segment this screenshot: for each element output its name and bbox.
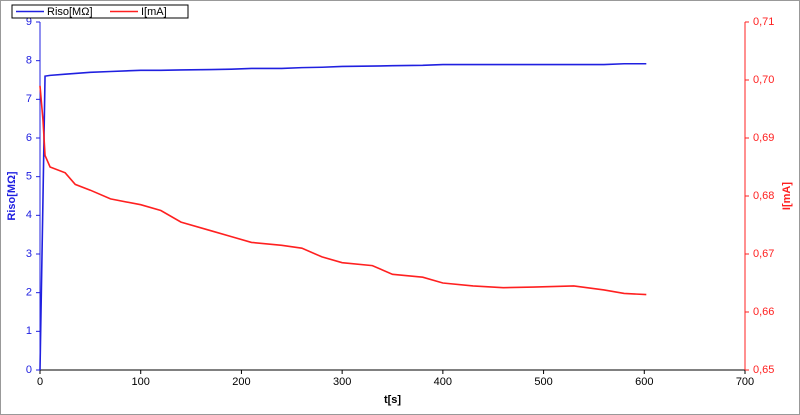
y2-tick-label: 0,71 xyxy=(753,16,774,28)
x-axis-label: t[s] xyxy=(384,394,401,406)
y2-tick-label: 0,70 xyxy=(753,74,774,86)
x-tick-label: 700 xyxy=(736,376,754,388)
y-tick-label: 2 xyxy=(26,287,32,299)
y-tick-label: 3 xyxy=(26,248,32,260)
y-tick-label: 4 xyxy=(26,209,32,221)
y2-tick-label: 0,66 xyxy=(753,306,774,318)
legend-label: Riso[MΩ] xyxy=(47,6,93,18)
y2-axis-label: I[mA] xyxy=(781,182,793,210)
legend-label: I[mA] xyxy=(141,6,167,18)
y-tick-label: 8 xyxy=(26,55,32,67)
legend-box xyxy=(11,4,189,19)
y2-tick-label: 0,65 xyxy=(753,364,774,376)
y-tick-label: 5 xyxy=(26,171,32,183)
y2-tick-label: 0,67 xyxy=(753,248,774,260)
y-axis-label: Riso[MΩ] xyxy=(6,171,18,220)
x-tick-label: 300 xyxy=(333,376,351,388)
y-tick-label: 6 xyxy=(26,132,32,144)
x-tick-label: 500 xyxy=(534,376,552,388)
x-tick-label: 200 xyxy=(232,376,250,388)
y-tick-label: 1 xyxy=(26,325,32,337)
x-tick-label: 100 xyxy=(132,376,150,388)
x-tick-label: 400 xyxy=(434,376,452,388)
series-line xyxy=(39,85,647,296)
y-tick-label: 0 xyxy=(26,364,32,376)
y-tick-label: 7 xyxy=(26,93,32,105)
x-tick-label: 0 xyxy=(37,376,43,388)
y-tick-label: 9 xyxy=(26,16,32,28)
series-line xyxy=(39,62,647,371)
x-tick-label: 600 xyxy=(635,376,653,388)
y2-tick-label: 0,69 xyxy=(753,132,774,144)
y2-tick-label: 0,68 xyxy=(753,190,774,202)
